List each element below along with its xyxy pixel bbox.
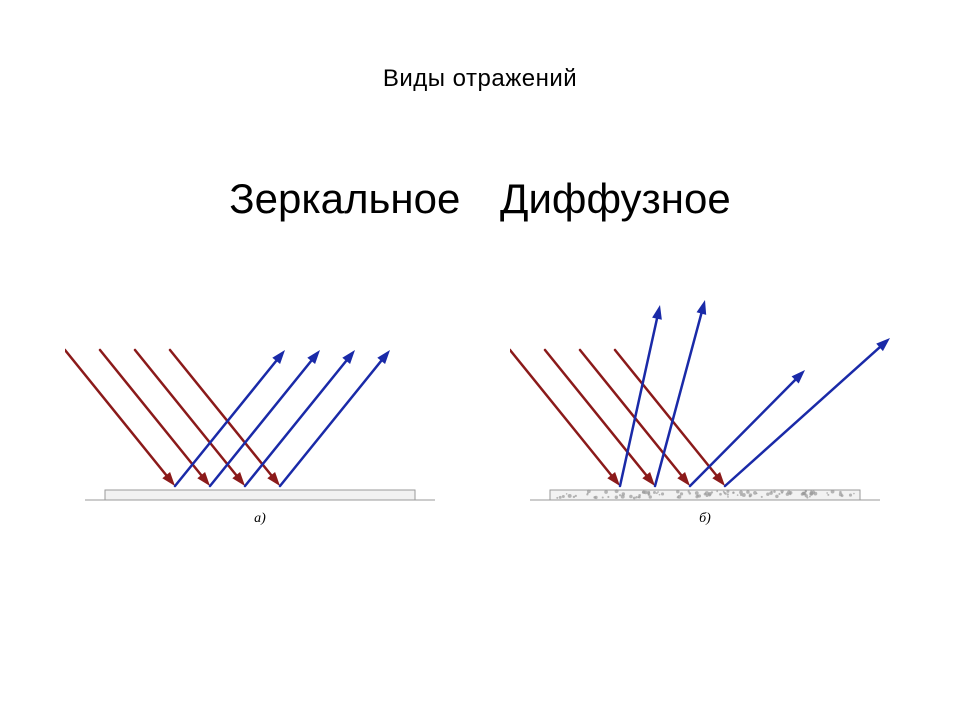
svg-text:а): а): [254, 511, 266, 526]
diagram-specular: а): [65, 300, 455, 540]
page-root: Виды отражений Зеркальное Диффузное а) б…: [0, 0, 960, 720]
diagram-diffuse: б): [510, 300, 900, 540]
label-specular: Зеркальное: [229, 175, 460, 222]
label-diffuse: Диффузное: [500, 175, 731, 222]
reflection-type-labels: Зеркальное Диффузное: [0, 175, 960, 223]
diagrams-container: а) б): [0, 300, 960, 560]
page-title: Виды отражений: [0, 65, 960, 93]
svg-text:б): б): [699, 511, 711, 526]
